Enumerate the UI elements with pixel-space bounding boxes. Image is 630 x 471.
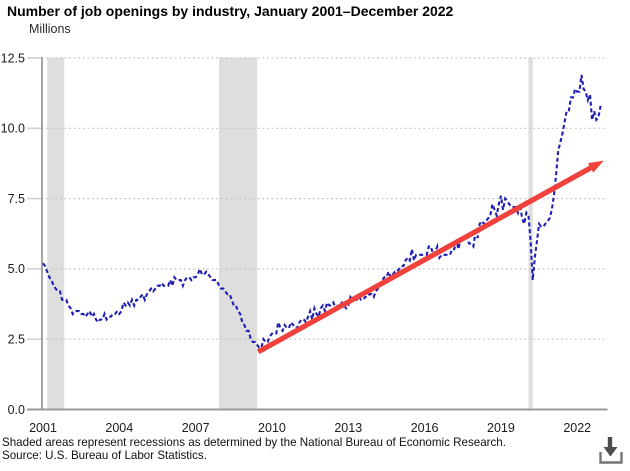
recession-band	[47, 57, 65, 410]
x-tick-label: 2013	[334, 421, 362, 435]
x-tick-label: 2016	[411, 421, 439, 435]
x-tick-label: 2022	[563, 421, 591, 435]
y-tick-label: 0.0	[8, 403, 25, 417]
trend-arrow-head	[588, 160, 604, 173]
download-tray	[599, 452, 623, 464]
x-tick-label: 2007	[182, 421, 210, 435]
x-tick-label: 2019	[487, 421, 515, 435]
download-arrow-head	[603, 447, 618, 457]
source-note: Source: U.S. Bureau of Labor Statistics.	[2, 449, 207, 463]
recession-note: Shaded areas represent recessions as det…	[2, 436, 506, 449]
y-tick-label: 7.5	[8, 192, 25, 206]
download-arrow-shaft	[607, 437, 613, 448]
job-openings-line	[42, 74, 602, 349]
x-tick-label: 2010	[258, 421, 286, 435]
y-tick-label: 2.5	[8, 333, 25, 347]
y-axis-units-label: Millions	[29, 22, 71, 36]
y-tick-label: 5.0	[8, 262, 25, 276]
trend-arrow-shaft	[256, 164, 594, 355]
y-tick-label: 12.5	[1, 51, 25, 65]
download-icon[interactable]	[597, 434, 625, 466]
recession-band	[528, 57, 533, 410]
chart-title: Number of job openings by industry, Janu…	[7, 3, 454, 19]
x-tick-label: 2001	[29, 421, 57, 435]
recession-band	[218, 57, 258, 410]
y-tick-label: 10.0	[1, 122, 25, 136]
chart-footnotes: Shaded areas represent recessions as det…	[2, 436, 506, 463]
x-tick-label: 2004	[105, 421, 133, 435]
